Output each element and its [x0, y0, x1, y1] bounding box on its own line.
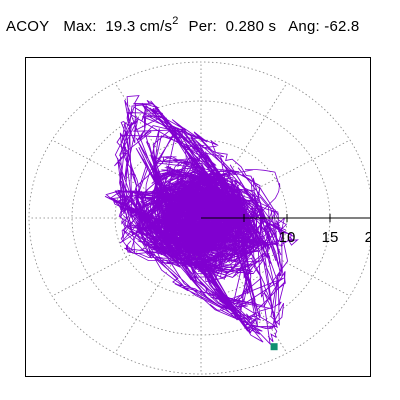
radial-axis: 10 15 20 [201, 214, 371, 246]
end-marker [270, 343, 278, 351]
period-value: 0.280 s [225, 18, 277, 35]
orbit-core-101 [148, 196, 229, 245]
orbit-loop-0 [124, 95, 278, 346]
max-exponent: 2 [172, 15, 179, 27]
radial-tick-label-20: 20 [365, 229, 371, 246]
grid-spoke-240 [114, 217, 202, 354]
angle-value: -62.8 [324, 18, 360, 35]
orbit-core-129 [151, 195, 238, 235]
polar-plot-frame: 10 15 20 [25, 57, 371, 377]
orbit-loop-2 [114, 114, 286, 324]
grid-ring-20 [28, 61, 370, 375]
orbit-core-137 [186, 215, 232, 237]
radial-tick-label-10: 10 [279, 229, 296, 246]
grid-spoke-300 [200, 217, 288, 354]
grid-spoke-60 [200, 82, 288, 219]
orbit-core-139 [175, 195, 232, 246]
end-marker-layer [270, 343, 278, 351]
channel-header: ACOY Max: 19.3 cm/s2 Per: 0.280 s Ang: -62.… [6, 15, 360, 35]
period-label: Per: [188, 18, 217, 35]
orbit-core-136 [160, 200, 219, 239]
orbit-loop-3 [141, 102, 262, 335]
radial-tick-label-15: 15 [322, 229, 339, 246]
channel-name: ACOY [6, 18, 50, 35]
orbit-core-123 [167, 174, 242, 237]
orbit-core-124 [174, 168, 254, 243]
angle-label: Ang: [288, 18, 320, 35]
polar-orbit-chart: 10 15 20 [28, 61, 371, 375]
orbit-trace [104, 95, 299, 346]
orbit-core-122 [188, 184, 223, 254]
max-label: Max: [63, 18, 97, 35]
orbit-core-138 [192, 206, 228, 218]
orbit-loop-1 [119, 105, 285, 332]
max-value: 19.3 cm/s [105, 18, 173, 35]
